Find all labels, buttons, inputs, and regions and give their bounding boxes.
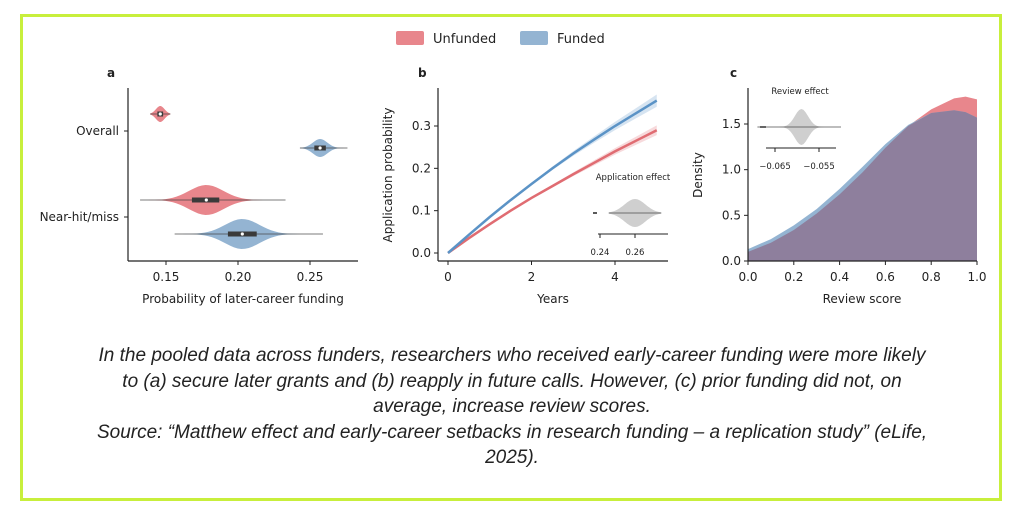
legend-swatch-funded: [520, 31, 548, 45]
inset-tick-label-b: 0.26: [626, 248, 645, 258]
panel-label-a: a: [107, 66, 115, 80]
x-tick-label-a: 0.20: [225, 270, 252, 284]
y-tick-label-c: 1.0: [722, 163, 741, 177]
x-axis-label-c: Review score: [823, 292, 902, 306]
x-axis-label-a: Probability of later-career funding: [142, 292, 344, 306]
x-tick-label-b: 2: [528, 270, 536, 284]
line-unfunded: [447, 129, 658, 255]
figure-caption: In the pooled data across funders, resea…: [24, 343, 1000, 471]
inset-tick-label-c: −0.065: [759, 162, 790, 172]
x-tick-label-c: 0.4: [830, 270, 849, 284]
y-tick-label-b: 0.0: [412, 246, 431, 260]
caption-line: Source: “Matthew effect and early-career…: [96, 421, 928, 443]
legend-label-unfunded: Unfunded: [433, 32, 496, 47]
x-tick-label-c: 0.2: [784, 270, 803, 284]
line-funded: [447, 99, 658, 254]
figure-border: [20, 14, 1002, 501]
x-tick-label-b: 0: [444, 270, 452, 284]
inset-tick-label-b: 0.24: [591, 248, 610, 258]
caption-line: 2025).: [485, 447, 539, 468]
y-tick-label-b: 0.1: [412, 204, 431, 218]
caption-line: average, increase review scores.: [373, 396, 651, 417]
y-tick-label-c: 0.0: [722, 254, 741, 268]
x-tick-label-c: 0.0: [738, 270, 757, 284]
x-tick-label-c: 0.8: [922, 270, 941, 284]
y-tick-label-c: 0.5: [722, 208, 741, 222]
inset-title-b: Application effect: [596, 173, 671, 183]
inset-title-c: Review effect: [771, 87, 829, 97]
x-tick-label-c: 0.6: [876, 270, 895, 284]
violin-funded-median: [240, 232, 244, 236]
caption-line: In the pooled data across funders, resea…: [98, 345, 926, 366]
violin-unfunded-median: [158, 112, 162, 116]
inset-tick-label-c: −0.055: [803, 162, 834, 172]
x-tick-label-a: 0.15: [153, 270, 180, 284]
violin-unfunded-median: [204, 198, 208, 202]
panel-label-b: b: [418, 66, 427, 80]
legend-swatch-unfunded: [396, 31, 424, 45]
y-tick-label-b: 0.2: [412, 161, 431, 175]
y-tick-label-b: 0.3: [412, 119, 431, 133]
violin-funded-median: [318, 146, 322, 150]
x-tick-label-b: 4: [611, 270, 619, 284]
y-tick-label-a: Overall: [76, 124, 119, 138]
area-overlap: [748, 110, 977, 261]
x-tick-label-c: 1.0: [967, 270, 986, 284]
x-axis-label-b: Years: [536, 292, 569, 306]
caption-line: to (a) secure later grants and (b) reapp…: [122, 370, 902, 392]
y-tick-label-c: 1.5: [722, 117, 741, 131]
y-axis-label-c: Density: [691, 152, 705, 198]
legend-label-funded: Funded: [557, 32, 605, 47]
x-tick-label-a: 0.25: [297, 270, 324, 284]
panel-label-c: c: [730, 66, 737, 80]
y-tick-label-a: Near-hit/miss: [40, 210, 119, 224]
y-axis-label-b: Application probability: [381, 108, 395, 243]
